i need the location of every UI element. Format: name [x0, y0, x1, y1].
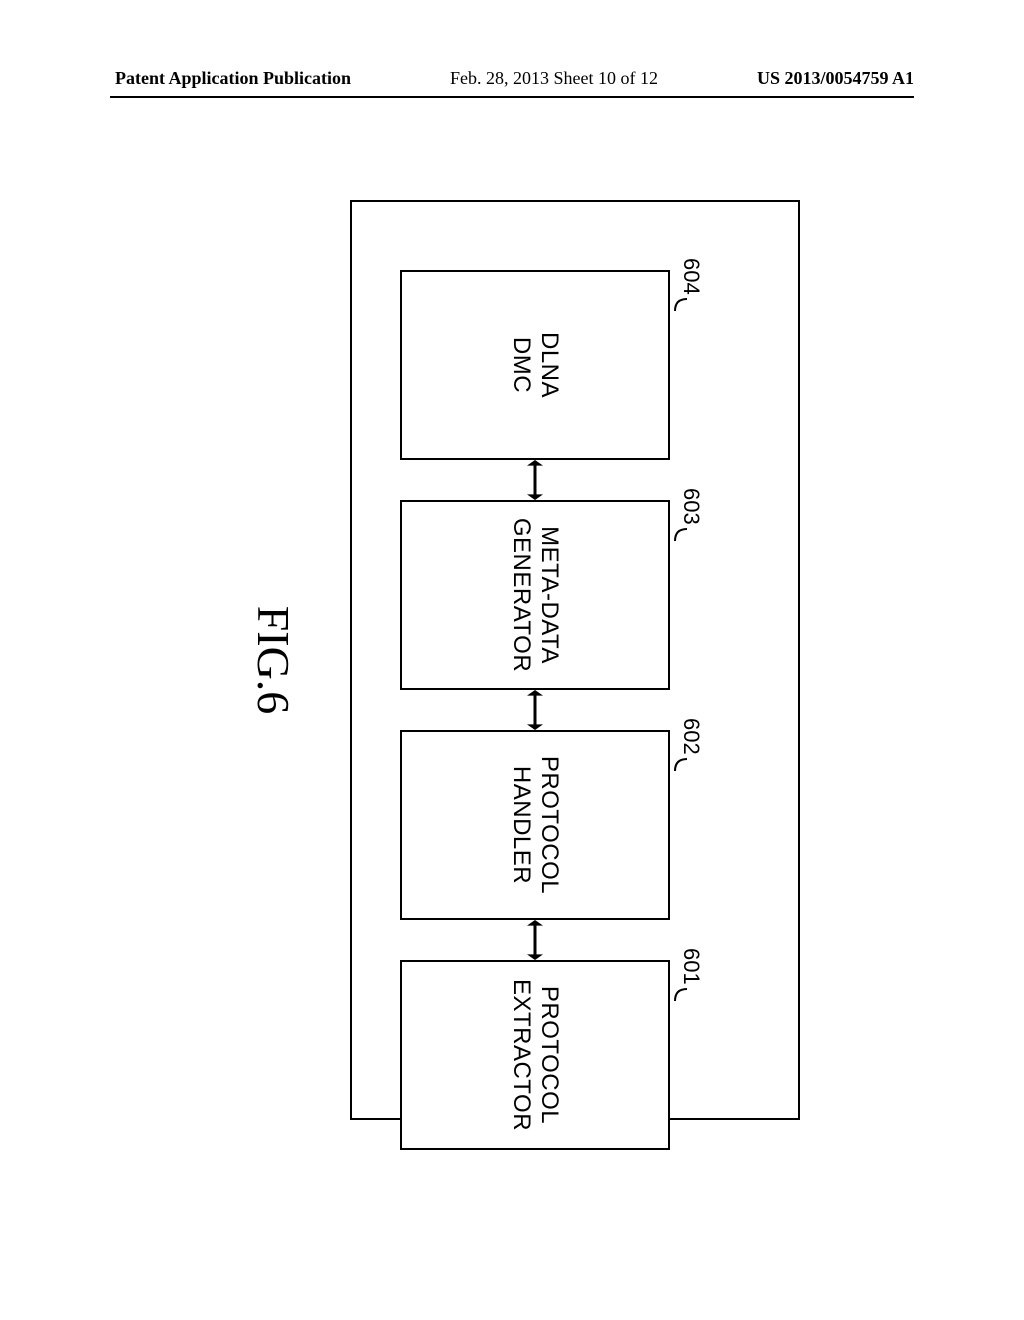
block-dlna-dmc: DLNADMC — [400, 270, 670, 460]
figure-wrapper: DLNADMC META-DATAGENERATOR PROTOCOLHANDL… — [160, 160, 860, 1160]
double-arrow-icon — [523, 690, 547, 730]
block-meta-data-generator-text: META-DATAGENERATOR — [507, 518, 562, 672]
ref-label-602: 602 — [678, 718, 704, 755]
page-header: Patent Application Publication Feb. 28, … — [0, 68, 1024, 89]
block-meta-data-generator: META-DATAGENERATOR — [400, 500, 670, 690]
double-arrow-icon — [523, 920, 547, 960]
header-center: Feb. 28, 2013 Sheet 10 of 12 — [450, 68, 658, 89]
header-right: US 2013/0054759 A1 — [757, 68, 914, 89]
header-rule — [110, 96, 914, 98]
block-protocol-handler: PROTOCOLHANDLER — [400, 730, 670, 920]
ref-hook-icon — [674, 298, 688, 312]
ref-label-603: 603 — [678, 488, 704, 525]
header-left: Patent Application Publication — [115, 68, 351, 89]
block-dlna-dmc-text: DLNADMC — [507, 332, 562, 398]
page: Patent Application Publication Feb. 28, … — [0, 0, 1024, 1320]
ref-label-604: 604 — [678, 258, 704, 295]
ref-hook-icon — [674, 758, 688, 772]
ref-hook-icon — [674, 528, 688, 542]
figure: DLNADMC META-DATAGENERATOR PROTOCOLHANDL… — [160, 160, 860, 1160]
figure-caption: FIG.6 — [247, 606, 300, 715]
ref-label-601: 601 — [678, 948, 704, 985]
double-arrow-icon — [523, 460, 547, 500]
block-protocol-handler-text: PROTOCOLHANDLER — [507, 756, 562, 894]
block-protocol-extractor-text: PROTOCOLEXTRACTOR — [507, 979, 562, 1131]
ref-hook-icon — [674, 988, 688, 1002]
block-protocol-extractor: PROTOCOLEXTRACTOR — [400, 960, 670, 1150]
